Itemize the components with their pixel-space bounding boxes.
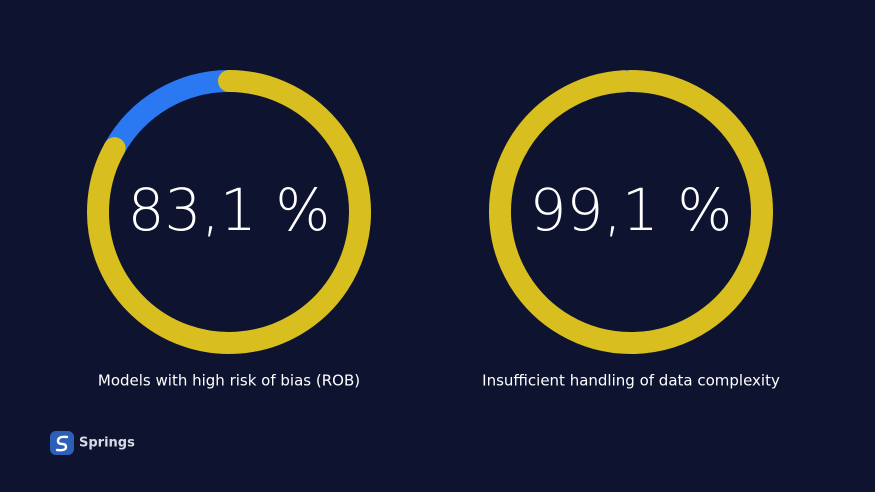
value-label: 99,1 % <box>530 176 733 244</box>
donut-segment <box>87 70 371 354</box>
chart-caption: Insufficient handling of data complexity <box>482 372 780 390</box>
logo-glyph <box>55 435 69 452</box>
donut-segment <box>489 70 773 354</box>
brand-logo: Springs <box>50 431 135 455</box>
brand-name: Springs <box>79 436 135 451</box>
donut-segment <box>103 70 240 160</box>
value-label: 83,1 % <box>128 176 331 244</box>
chart-caption: Models with high risk of bias (ROB) <box>98 372 360 390</box>
